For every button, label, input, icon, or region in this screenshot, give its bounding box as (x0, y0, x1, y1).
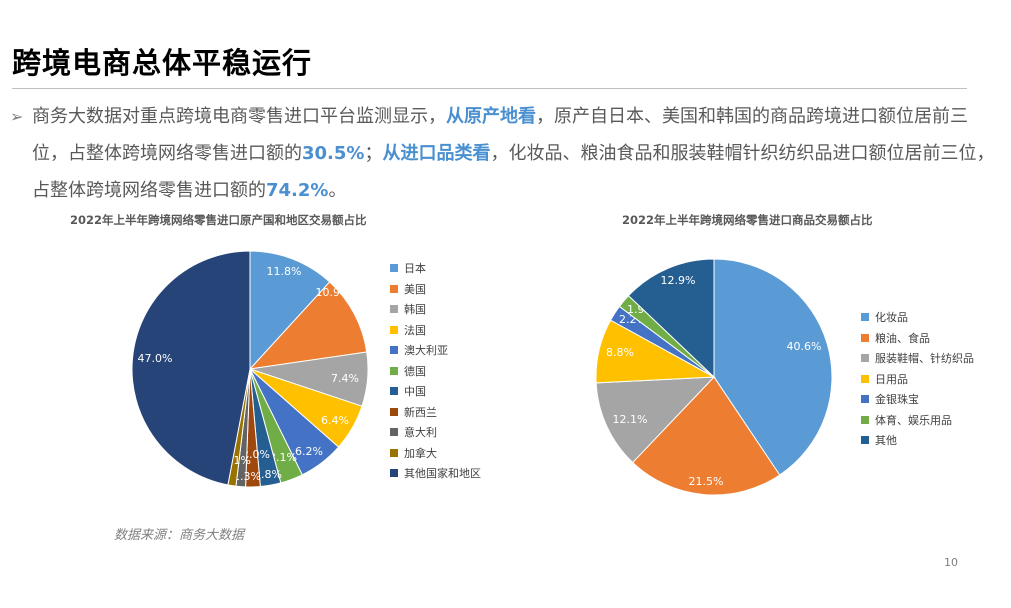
legend-category: 化妆品粮油、食品服装鞋帽、针纺织品 日用品金银珠宝体育、娱乐用品 其他 (861, 307, 974, 451)
legend-item: 韩国 (390, 299, 481, 320)
highlight-text: 74.2% (266, 180, 329, 201)
legend-swatch (861, 436, 869, 445)
legend-swatch (390, 366, 398, 375)
legend-swatch (390, 346, 398, 355)
paragraph-text: ； (364, 143, 383, 164)
data-label-origin-6: 2.8% (254, 468, 282, 481)
legend-swatch (390, 428, 398, 437)
chart-title-category: 2022年上半年跨境网络零售进口商品交易额占比 (622, 213, 873, 227)
legend-label: 加拿大 (404, 446, 437, 460)
legend-label: 服装鞋帽、针纺织品 (875, 352, 974, 366)
data-label-category-3: 8.8% (606, 346, 634, 359)
legend-item: 金银珠宝 (861, 389, 974, 410)
data-label-category-1: 21.5% (689, 475, 724, 488)
legend-label: 金银珠宝 (875, 393, 919, 407)
data-source: 数据来源：商务大数据 (114, 528, 245, 543)
legend-item: 加拿大 (390, 443, 481, 464)
legend-swatch (390, 325, 398, 334)
legend-swatch (861, 395, 869, 404)
legend-item: 美国 (390, 279, 481, 300)
data-label-origin-8: 1.3% (233, 470, 261, 483)
pie-slice-origin-1 (248, 281, 368, 370)
data-label-origin-3: 6.4% (321, 414, 349, 427)
pie-slice-origin-10 (131, 250, 251, 486)
pie-slice-origin-0 (249, 250, 331, 371)
legend-label: 粮油、食品 (875, 331, 930, 345)
legend-label: 韩国 (404, 303, 426, 317)
chart-title-origin: 2022年上半年跨境网络零售进口原产国和地区交易额占比 (70, 213, 367, 227)
legend-swatch (390, 469, 398, 478)
summary-text: 商务大数据对重点跨境电商零售进口平台监测显示，从原产地看，原产自日本、美国和韩国… (32, 98, 995, 209)
legend-item: 体育、娱乐用品 (861, 410, 974, 431)
paragraph-text: 。 (328, 180, 347, 201)
data-label-category-0: 40.6% (787, 340, 822, 353)
legend-label: 法国 (404, 323, 426, 337)
legend-swatch (861, 333, 869, 342)
legend-swatch (861, 313, 869, 322)
legend-swatch (390, 305, 398, 314)
legend-swatch (390, 284, 398, 293)
paragraph-text: ，原产自日本、美国和韩国的商品跨境进口额位居前三位，占整体跨境网络零售进口额的 (32, 106, 968, 164)
data-label-origin-4: 6.2% (295, 445, 323, 458)
highlight-text: 30.5% (302, 143, 365, 164)
legend-swatch (861, 374, 869, 383)
title-divider (12, 88, 967, 89)
legend-label: 日用品 (875, 372, 908, 386)
chevron-right-icon: ➢ (10, 107, 24, 126)
data-label-category-6: 12.9% (661, 274, 696, 287)
legend-item: 意大利 (390, 422, 481, 443)
legend-label: 化妆品 (875, 311, 908, 325)
legend-label: 日本 (404, 262, 426, 276)
pie-slice-category-6 (627, 258, 715, 379)
legend-label: 体育、娱乐用品 (875, 413, 952, 427)
legend-swatch (861, 415, 869, 424)
legend-item: 日用品 (861, 369, 974, 390)
legend-item: 化妆品 (861, 307, 974, 328)
legend-swatch (390, 264, 398, 273)
legend-item: 日本 (390, 258, 481, 279)
legend-item: 法国 (390, 320, 481, 341)
page-number: 10 (944, 556, 958, 569)
legend-swatch (390, 387, 398, 396)
data-label-origin-0: 11.8% (267, 265, 302, 278)
legend-item: 服装鞋帽、针纺织品 (861, 348, 974, 369)
summary-paragraph: ➢ 商务大数据对重点跨境电商零售进口平台监测显示，从原产地看，原产自日本、美国和… (10, 98, 995, 209)
legend-label: 其他 (875, 434, 897, 448)
legend-item: 粮油、食品 (861, 328, 974, 349)
data-label-origin-7: 2.0% (242, 448, 270, 461)
legend-label: 中国 (404, 385, 426, 399)
highlight-text: 从原产地看 (446, 106, 536, 127)
pie-slice-category-2 (595, 376, 716, 464)
data-label-category-2: 12.1% (613, 413, 648, 426)
paragraph-text: ，化妆品、粮油食品和服装鞋帽针织纺织品进口额位居前三位，占整体跨境网络零售进口额… (32, 143, 995, 201)
legend-label: 新西兰 (404, 405, 437, 419)
data-label-origin-10: 47.0% (138, 352, 173, 365)
data-label-origin-2: 7.4% (331, 372, 359, 385)
legend-label: 意大利 (404, 426, 437, 440)
legend-item: 澳大利亚 (390, 340, 481, 361)
legend-item: 中国 (390, 381, 481, 402)
slide-title: 跨境电商总体平稳运行 (12, 46, 313, 80)
legend-swatch (390, 407, 398, 416)
paragraph-text: 商务大数据对重点跨境电商零售进口平台监测显示， (32, 106, 446, 127)
highlight-text: 从进口品类看 (382, 143, 491, 164)
legend-origin: 日本美国韩国法国澳大利亚德国中国新西兰意大利加拿大其他国家和地区 (390, 258, 481, 484)
legend-item: 其他 (861, 430, 974, 451)
pie-slice-category-1 (631, 376, 781, 496)
pie-slice-category-0 (713, 258, 833, 476)
legend-label: 美国 (404, 282, 426, 296)
legend-swatch (861, 354, 869, 363)
data-label-origin-5: 3.1% (269, 451, 297, 464)
legend-label: 澳大利亚 (404, 344, 448, 358)
legend-label: 德国 (404, 364, 426, 378)
legend-label: 其他国家和地区 (404, 467, 481, 481)
legend-item: 其他国家和地区 (390, 463, 481, 484)
data-label-origin-1: 10.9% (316, 286, 351, 299)
legend-item: 德国 (390, 361, 481, 382)
legend-item: 新西兰 (390, 402, 481, 423)
legend-swatch (390, 448, 398, 457)
